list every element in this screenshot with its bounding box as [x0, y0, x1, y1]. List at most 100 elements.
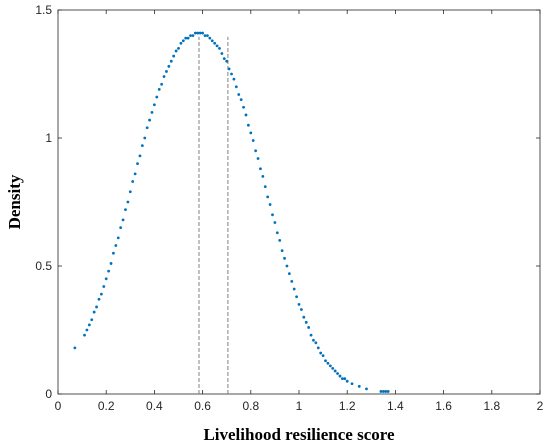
- data-point: [316, 346, 320, 350]
- data-point: [381, 390, 385, 393]
- y-tick-label: 0.5: [35, 259, 52, 273]
- data-point: [208, 36, 212, 40]
- x-tick-label: 2: [537, 399, 544, 413]
- data-point: [114, 244, 118, 247]
- data-point: [126, 200, 130, 204]
- x-tick-label: 0.6: [194, 399, 211, 413]
- data-point: [256, 157, 260, 160]
- x-tick-label: 1.6: [435, 399, 452, 413]
- data-point: [184, 36, 188, 40]
- data-point: [283, 256, 286, 260]
- data-point: [162, 75, 166, 78]
- data-point: [174, 49, 178, 53]
- data-point: [210, 39, 214, 43]
- data-point: [218, 47, 221, 50]
- data-point: [177, 47, 180, 50]
- plot-area: [57, 9, 541, 395]
- data-point: [295, 295, 298, 299]
- data-point: [121, 218, 125, 222]
- data-point: [143, 136, 147, 140]
- data-point: [150, 111, 154, 114]
- data-point: [249, 131, 253, 135]
- data-point: [157, 87, 161, 91]
- data-point: [271, 213, 274, 217]
- data-point: [95, 305, 98, 309]
- data-point: [85, 328, 89, 332]
- data-point: [266, 195, 270, 199]
- data-point: [263, 185, 267, 189]
- data-point: [133, 172, 137, 176]
- data-point: [215, 44, 219, 48]
- data-point: [203, 34, 207, 37]
- data-point: [104, 277, 108, 281]
- data-point: [225, 59, 229, 63]
- data-point: [160, 82, 164, 86]
- y-tick-label: 1.5: [35, 3, 52, 17]
- data-point: [268, 203, 272, 206]
- data-point: [213, 41, 217, 45]
- x-tick-label: 1.2: [339, 399, 356, 413]
- data-point: [206, 34, 209, 37]
- data-point: [314, 341, 318, 345]
- data-point: [307, 326, 311, 329]
- data-point: [167, 64, 171, 68]
- data-point: [328, 364, 332, 368]
- data-point: [136, 162, 139, 166]
- data-point: [138, 154, 142, 158]
- data-point: [102, 285, 106, 288]
- data-point: [326, 361, 330, 365]
- data-point: [196, 31, 200, 35]
- data-point: [155, 95, 159, 99]
- data-point: [232, 77, 236, 81]
- data-point: [290, 279, 294, 283]
- data-point: [99, 292, 103, 296]
- data-point: [186, 36, 190, 40]
- data-point: [239, 98, 243, 101]
- x-tick-label: 0.8: [242, 399, 259, 413]
- data-point: [338, 374, 342, 378]
- data-points: [73, 31, 390, 393]
- data-point: [230, 72, 233, 76]
- data-point: [165, 70, 168, 73]
- data-point: [131, 180, 135, 183]
- x-tick-label: 0: [55, 399, 62, 413]
- data-point: [340, 377, 344, 381]
- data-point: [331, 367, 335, 370]
- data-point: [169, 59, 173, 63]
- data-point: [148, 118, 151, 122]
- data-point: [302, 315, 306, 319]
- data-point: [244, 113, 248, 117]
- data-point: [107, 269, 111, 273]
- y-axis-title: Density: [5, 174, 24, 229]
- data-point: [246, 123, 250, 127]
- data-point: [179, 41, 183, 45]
- data-point: [140, 144, 144, 148]
- data-point: [333, 369, 337, 373]
- data-point: [304, 320, 308, 324]
- data-point: [172, 54, 176, 58]
- data-point: [181, 39, 185, 43]
- data-point: [109, 262, 113, 265]
- y-axis-ticks: 0 0.5 1 1.5: [35, 3, 540, 401]
- data-point: [119, 226, 123, 230]
- data-point: [275, 231, 279, 235]
- data-point: [242, 105, 245, 109]
- reference-lines: [198, 36, 229, 394]
- data-point: [261, 175, 265, 178]
- data-point: [222, 57, 226, 61]
- data-point: [343, 377, 347, 381]
- data-point: [357, 384, 361, 388]
- data-point: [227, 67, 231, 71]
- data-point: [145, 126, 149, 130]
- data-point: [198, 31, 202, 35]
- data-point: [350, 382, 354, 386]
- data-point: [324, 359, 327, 363]
- data-point: [386, 390, 390, 393]
- x-tick-label: 1.4: [387, 399, 404, 413]
- data-point: [97, 297, 101, 301]
- data-point: [287, 272, 291, 276]
- data-point: [384, 390, 388, 393]
- data-point: [191, 34, 195, 37]
- x-tick-label: 0.2: [98, 399, 115, 413]
